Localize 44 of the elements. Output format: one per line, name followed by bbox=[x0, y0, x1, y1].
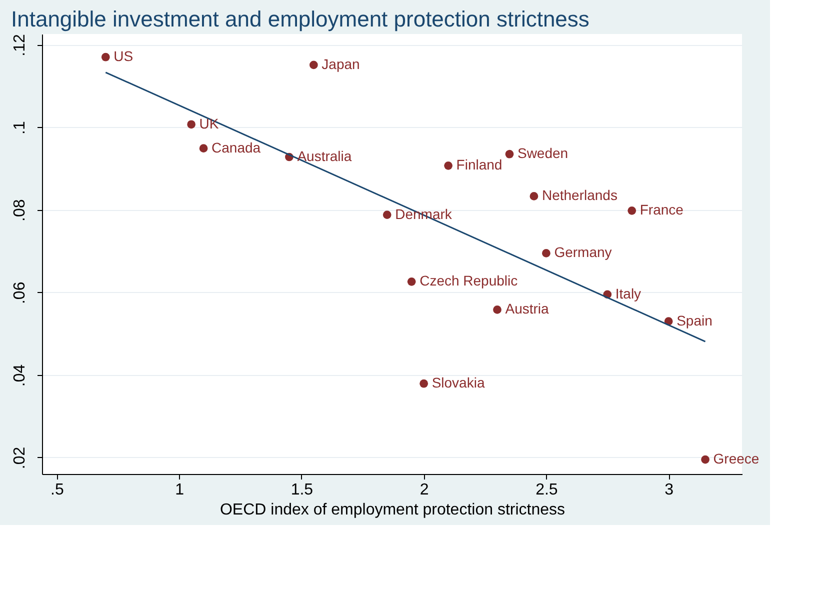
y-tick-label: .12 bbox=[12, 34, 28, 56]
annotation: Japan bbox=[322, 56, 360, 72]
annotation: Finland bbox=[456, 156, 502, 173]
point bbox=[505, 150, 514, 158]
annotation: Sweden bbox=[517, 145, 568, 162]
chart-title: Intangible investment and employment protection strictness bbox=[11, 6, 590, 32]
y-tick-label: .1 bbox=[12, 121, 28, 134]
y-tick-label: .04 bbox=[12, 364, 28, 387]
x-tick-label: 2.5 bbox=[536, 482, 558, 498]
point bbox=[701, 455, 710, 464]
point bbox=[309, 60, 318, 70]
annotation: Italy bbox=[615, 285, 642, 302]
annotation: Germany bbox=[554, 244, 612, 260]
annotation: Czech Republic bbox=[420, 272, 518, 289]
x-tick-label: 1 bbox=[175, 482, 184, 498]
point bbox=[199, 144, 208, 153]
point bbox=[493, 306, 502, 314]
annotation: US bbox=[114, 48, 134, 64]
point bbox=[420, 379, 428, 388]
y-tick-label: .08 bbox=[12, 199, 28, 222]
y-tick-label: .06 bbox=[12, 282, 28, 304]
x-tick-label: .5 bbox=[50, 482, 64, 498]
y-tick-label: .02 bbox=[12, 446, 28, 470]
annotation: UK bbox=[199, 115, 220, 132]
annotation: Netherlands bbox=[542, 187, 618, 204]
annotation: France bbox=[640, 202, 684, 218]
x-axis-title: OECD index of employment protection strictness bbox=[220, 502, 566, 518]
x-tick-label: 2 bbox=[420, 482, 429, 498]
point bbox=[187, 120, 196, 129]
point bbox=[530, 192, 538, 200]
annotation: Austria bbox=[505, 300, 550, 317]
annotation: Greece bbox=[713, 450, 760, 467]
point bbox=[444, 161, 452, 170]
annotation: Canada bbox=[212, 139, 261, 156]
x-tick-label: 3 bbox=[664, 482, 674, 498]
point bbox=[407, 277, 416, 286]
annotation: Australia bbox=[297, 148, 352, 164]
point bbox=[382, 210, 392, 219]
point bbox=[101, 52, 110, 62]
point bbox=[628, 206, 636, 215]
annotation: Slovakia bbox=[432, 374, 485, 391]
point bbox=[542, 249, 550, 258]
annotation: Spain bbox=[676, 312, 712, 328]
x-tick-label: 1.5 bbox=[290, 482, 314, 498]
